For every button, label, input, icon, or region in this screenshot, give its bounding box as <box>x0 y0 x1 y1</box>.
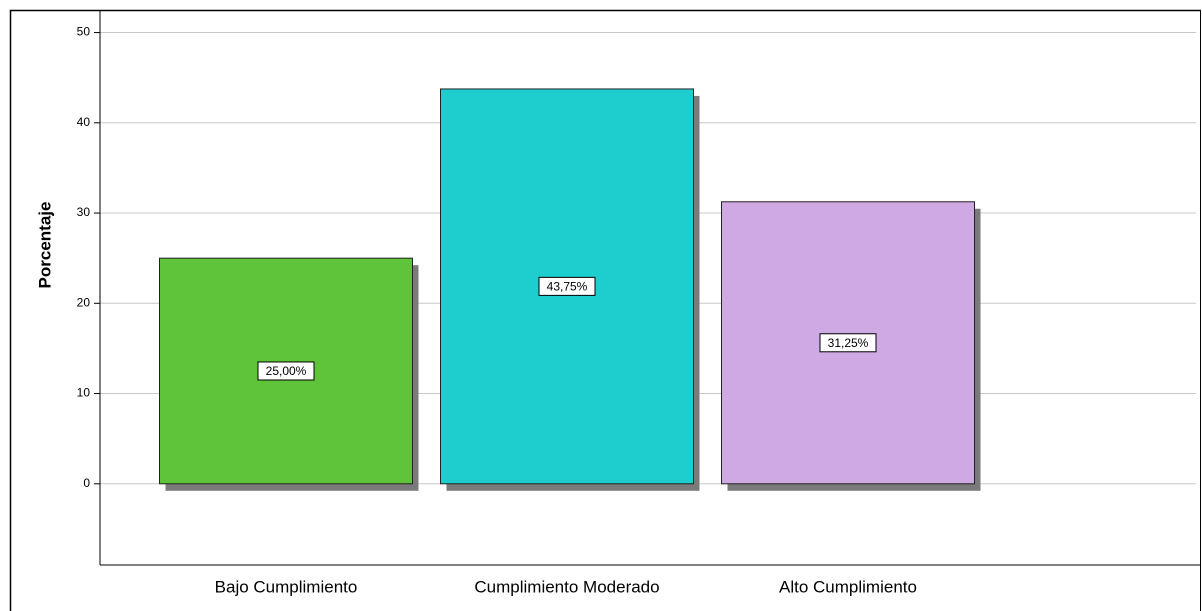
value-label-box <box>538 276 596 296</box>
y-tick-label: 20 <box>77 295 91 309</box>
value-label-box <box>819 333 877 353</box>
value-label: 43,75% <box>547 280 588 294</box>
y-tick-label: 50 <box>77 25 91 39</box>
value-label: 31,25% <box>828 336 869 350</box>
y-tick-label: 0 <box>83 476 90 490</box>
y-tick-label: 30 <box>77 205 91 219</box>
value-label-box <box>257 361 315 381</box>
x-tick-label: Alto Cumplimiento <box>779 577 917 596</box>
y-tick-label: 10 <box>77 386 91 400</box>
x-tick-label: Cumplimiento Moderado <box>474 577 659 596</box>
x-tick-label: Bajo Cumplimiento <box>215 577 358 596</box>
y-tick-label: 40 <box>77 115 91 129</box>
y-axis-label: Porcentaje <box>35 202 54 289</box>
value-label: 25,00% <box>266 364 307 378</box>
